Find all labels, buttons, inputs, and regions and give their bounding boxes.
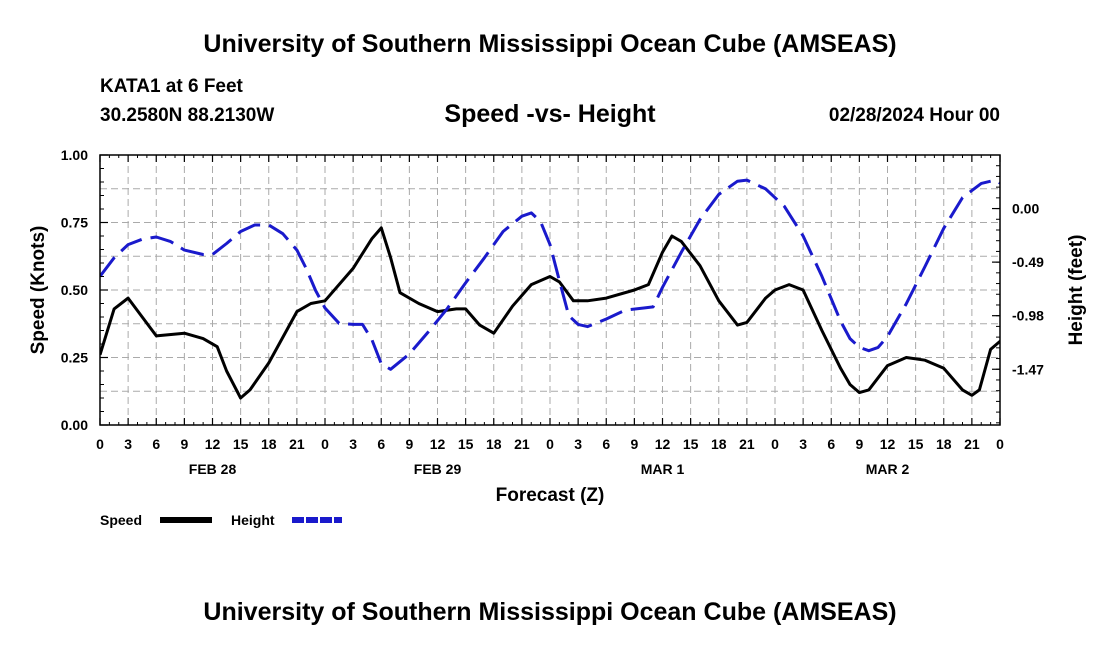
x-tick-label: 12 — [205, 436, 221, 452]
x-axis-title: Forecast (Z) — [496, 485, 605, 506]
y-axis-title: Speed (Knots) — [28, 226, 49, 355]
x-tick-label: 6 — [377, 436, 385, 452]
y-tick-label: 0.00 — [61, 417, 88, 433]
x-tick-label: 18 — [261, 436, 277, 452]
axes — [99, 154, 1001, 426]
y2-tick-label: 0.00 — [1012, 201, 1039, 217]
x-tick-label: 0 — [546, 436, 554, 452]
x-tick-label: 6 — [827, 436, 835, 452]
x-tick-label: 15 — [908, 436, 924, 452]
y2-tick-label: -0.49 — [1012, 254, 1044, 270]
x-tick-label: 18 — [711, 436, 727, 452]
x-tick-label: 6 — [152, 436, 160, 452]
x-tick-label: 21 — [289, 436, 305, 452]
day-label: MAR 1 — [641, 461, 685, 477]
chart-title: University of Southern Mississippi Ocean… — [203, 30, 897, 58]
day-label: FEB 28 — [189, 461, 237, 477]
series-line-speed — [100, 226, 1000, 400]
x-tick-label: 12 — [430, 436, 446, 452]
day-label: MAR 2 — [866, 461, 910, 477]
chart-subtitle: Speed -vs- Height — [444, 100, 656, 128]
forecast-run-time: 02/28/2024 Hour 00 — [828, 105, 1000, 126]
series-line-height — [100, 178, 1000, 371]
y2-tick-label: -0.98 — [1012, 308, 1044, 324]
x-tick-label: 21 — [514, 436, 530, 452]
y2-tick-label: -1.47 — [1012, 361, 1044, 377]
x-tick-label: 9 — [180, 436, 188, 452]
x-tick-label: 3 — [799, 436, 807, 452]
y-tick-label: 0.75 — [61, 215, 88, 231]
legend-label-speed: Speed — [100, 512, 142, 528]
x-tick-label: 15 — [683, 436, 699, 452]
axis-labels: 0 3 6 9 12 15 18 21 0 3 6 9 12 15 18 21 0 3 6 9 12 15 18 21 0 3 6 9… — [28, 147, 1087, 506]
x-tick-label: 18 — [486, 436, 502, 452]
x-tick-label: 6 — [602, 436, 610, 452]
station-coordinates: 30.2580N 88.2130W — [100, 105, 275, 126]
y-tick-label: 0.50 — [61, 282, 88, 298]
series-lines — [100, 178, 1000, 400]
x-tick-label: 9 — [630, 436, 638, 452]
footer-title: University of Southern Mississippi Ocean… — [203, 598, 897, 626]
chart-plot: 0 3 6 9 12 15 18 21 0 3 6 9 12 15 18 21 0 3 6 9 12 15 18 21 0 3 6 9… — [28, 147, 1087, 528]
legend: Speed Height — [100, 512, 342, 528]
y-tick-label: 1.00 — [61, 147, 88, 163]
grid-lines — [100, 155, 1000, 425]
legend-label-height: Height — [231, 512, 275, 528]
x-tick-label: 3 — [574, 436, 582, 452]
station-label: KATA1 at 6 Feet — [100, 76, 243, 97]
x-tick-label: 12 — [880, 436, 896, 452]
x-tick-label: 9 — [405, 436, 413, 452]
x-tick-label: 0 — [321, 436, 329, 452]
x-tick-label: 0 — [996, 436, 1004, 452]
x-tick-label: 18 — [936, 436, 952, 452]
x-tick-label: 9 — [855, 436, 863, 452]
x-tick-label: 21 — [739, 436, 755, 452]
x-tick-label: 15 — [233, 436, 249, 452]
y2-axis-title: Height (feet) — [1066, 235, 1087, 346]
x-tick-label: 3 — [349, 436, 357, 452]
x-tick-label: 3 — [124, 436, 132, 452]
y-tick-label: 0.25 — [61, 350, 88, 366]
day-label: FEB 29 — [414, 461, 462, 477]
x-tick-label: 0 — [96, 436, 104, 452]
x-tick-label: 15 — [458, 436, 474, 452]
x-tick-label: 0 — [771, 436, 779, 452]
x-tick-label: 12 — [655, 436, 671, 452]
x-tick-label: 21 — [964, 436, 980, 452]
